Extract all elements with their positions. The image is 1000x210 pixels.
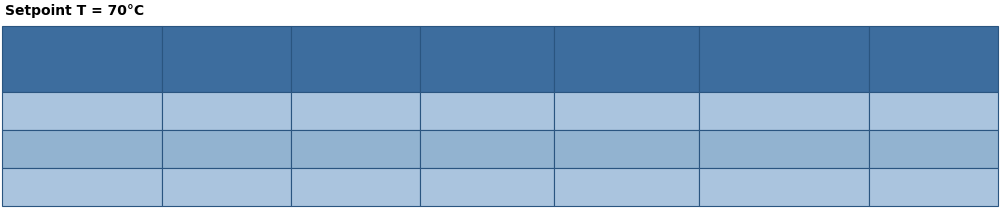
Text: 0.20: 0.20 bbox=[770, 181, 798, 193]
Text: 69.88: 69.88 bbox=[338, 143, 373, 155]
Text: 69.84: 69.84 bbox=[209, 105, 244, 118]
Text: Conform: Conform bbox=[907, 105, 960, 118]
Text: 0.20: 0.20 bbox=[770, 143, 798, 155]
Text: 123456789: 123456789 bbox=[46, 105, 118, 118]
Text: 123456791: 123456791 bbox=[46, 181, 118, 193]
Text: 69.96: 69.96 bbox=[338, 105, 373, 118]
Text: 0.04: 0.04 bbox=[473, 143, 501, 155]
Text: Conform: Conform bbox=[907, 181, 960, 193]
Text: Tref [°C]: Tref [°C] bbox=[197, 52, 256, 66]
Text: ±0.48: ±0.48 bbox=[607, 105, 646, 118]
Text: TDUT [°C]: TDUT [°C] bbox=[321, 52, 390, 66]
Text: 69.84: 69.84 bbox=[209, 181, 244, 193]
Text: 0.20: 0.20 bbox=[770, 105, 798, 118]
Text: 69.84: 69.84 bbox=[209, 143, 244, 155]
Text: 0.14: 0.14 bbox=[473, 181, 501, 193]
Text: Allowed
tolerance [°C]: Allowed tolerance [°C] bbox=[577, 45, 675, 73]
Text: Measurement
uncertainty U
(k=2) [°C]: Measurement uncertainty U (k=2) [°C] bbox=[736, 38, 832, 80]
Text: Conform: Conform bbox=[907, 143, 960, 155]
Text: 0.12: 0.12 bbox=[473, 105, 501, 118]
Text: ±0.48: ±0.48 bbox=[607, 181, 646, 193]
Text: TDUT – Tref
[°C]: TDUT – Tref [°C] bbox=[447, 45, 527, 73]
Text: 69.98: 69.98 bbox=[338, 181, 373, 193]
Text: ±0.48: ±0.48 bbox=[607, 143, 646, 155]
Text: Setpoint T = 70°C: Setpoint T = 70°C bbox=[5, 4, 144, 18]
Text: Conformity: Conformity bbox=[895, 52, 972, 66]
Text: 123456790: 123456790 bbox=[46, 143, 118, 155]
Text: Serial number: Serial number bbox=[32, 52, 131, 66]
